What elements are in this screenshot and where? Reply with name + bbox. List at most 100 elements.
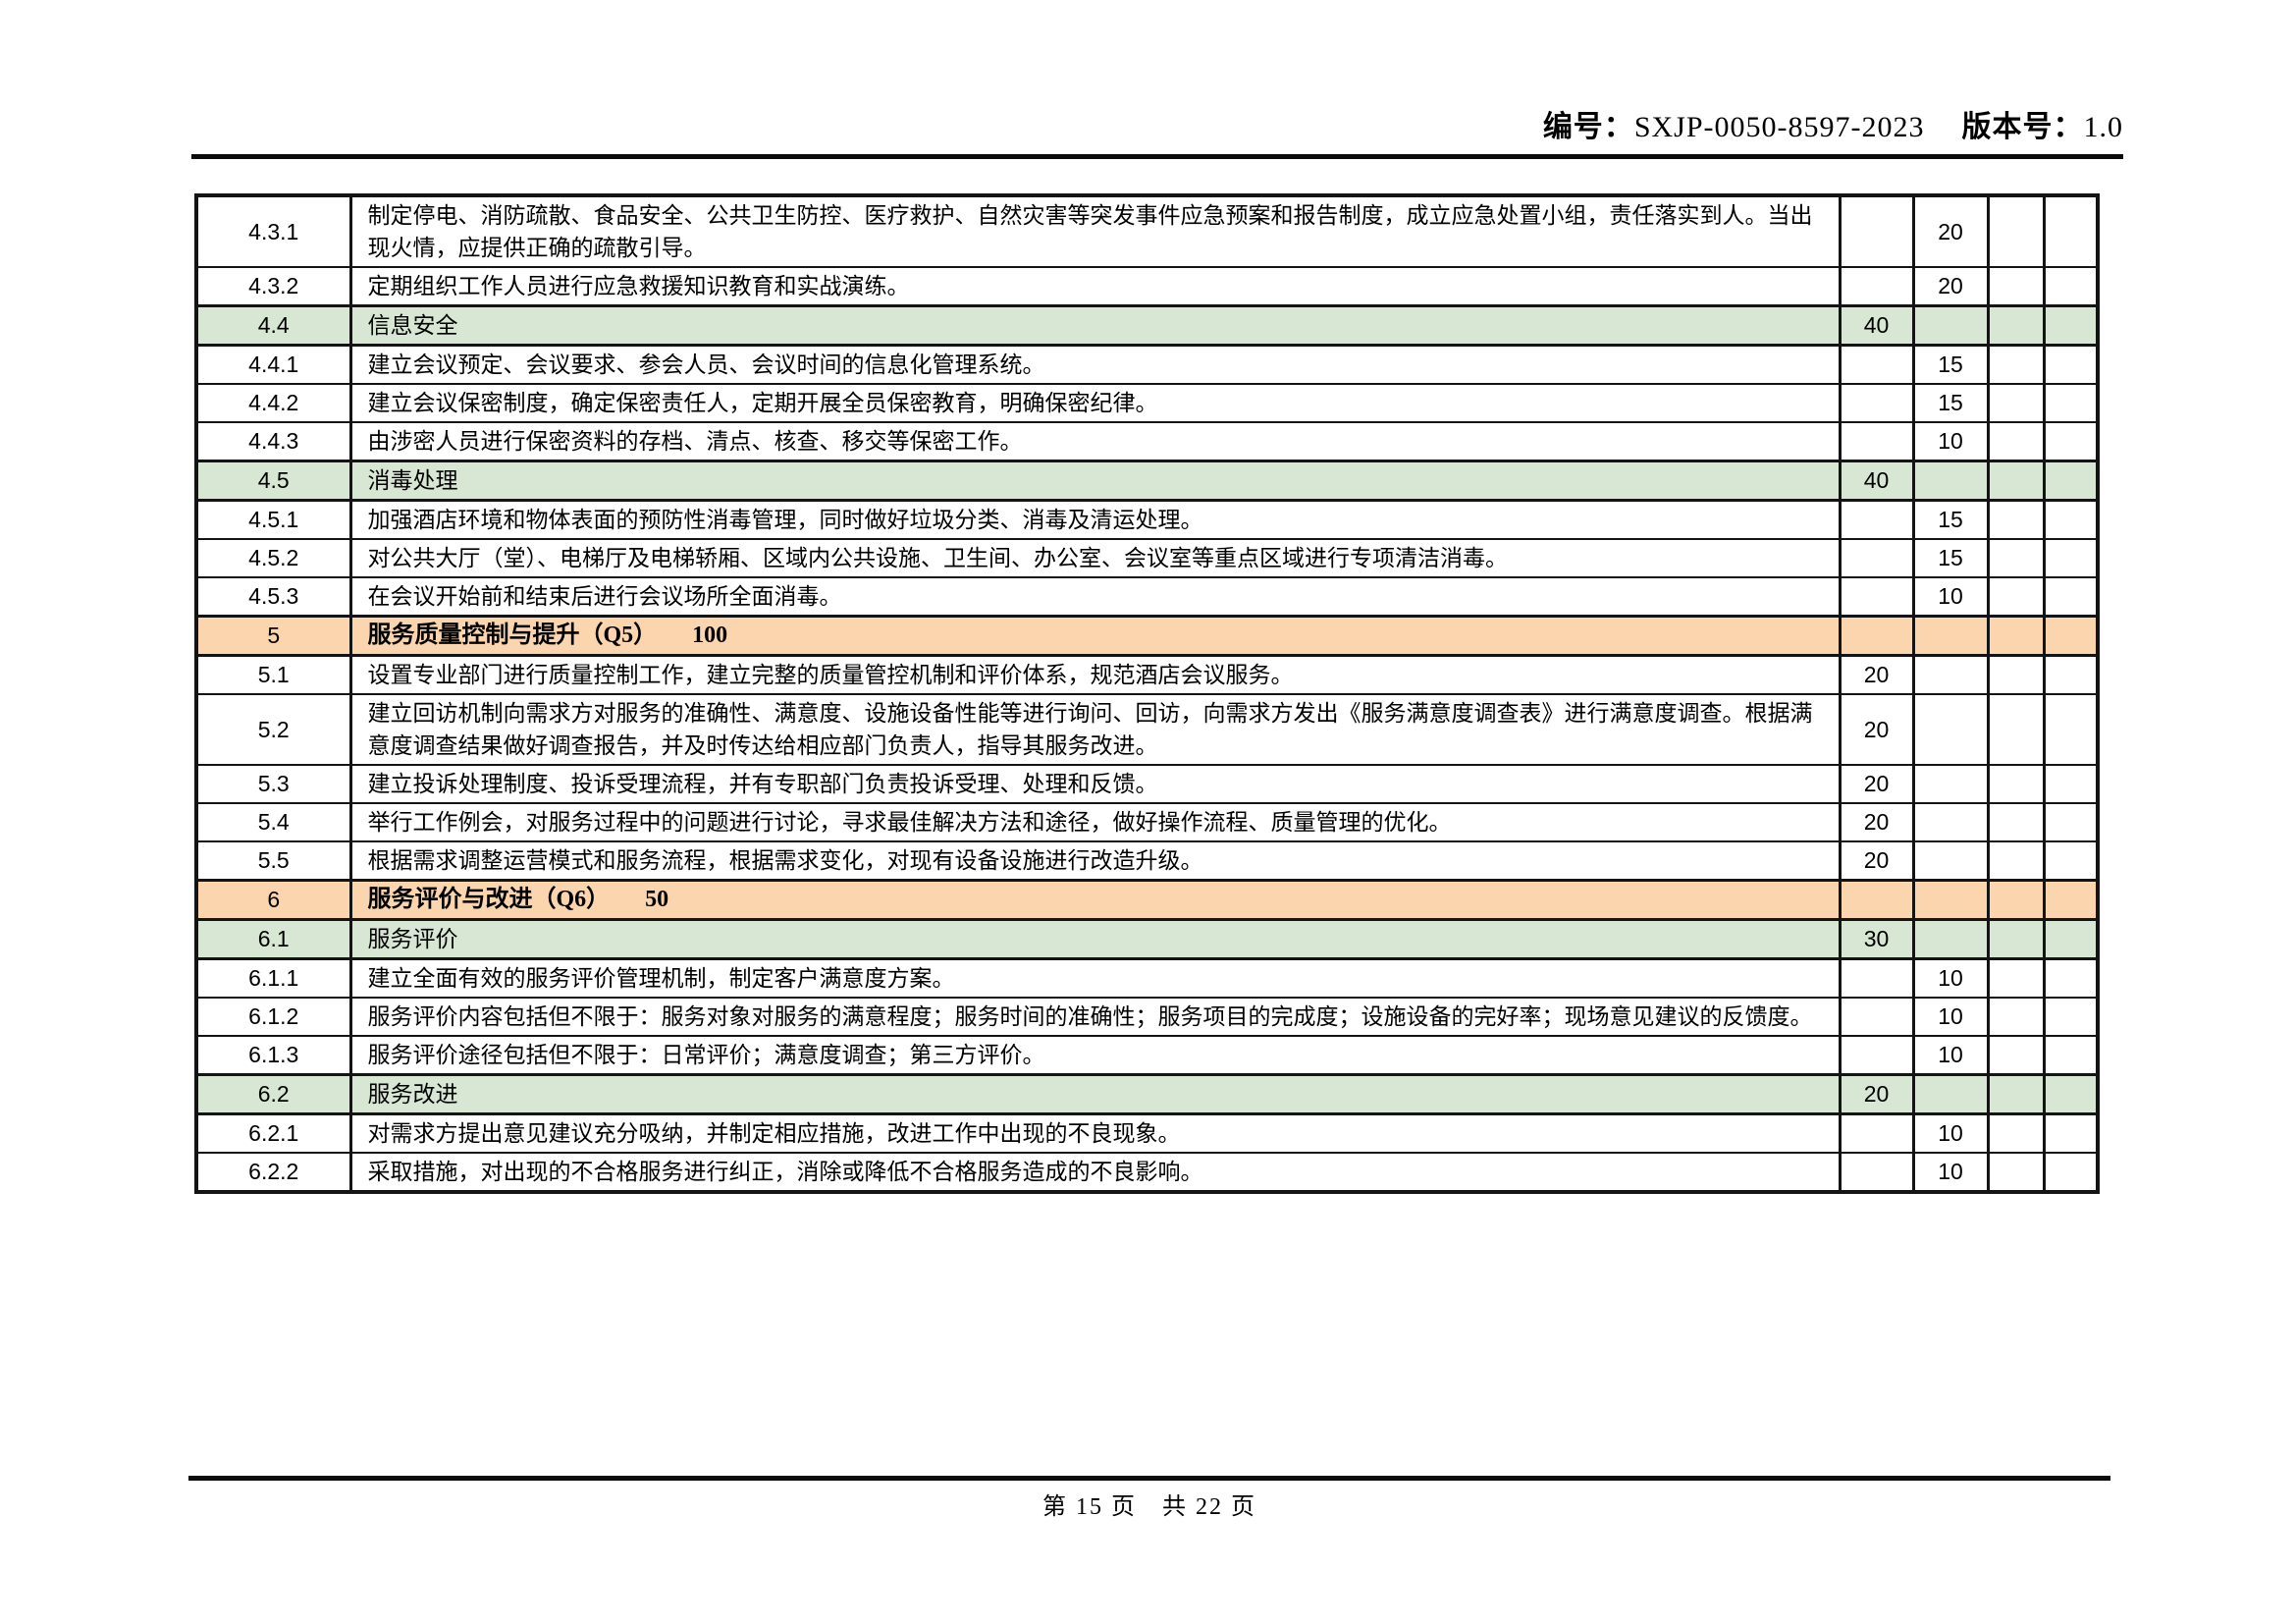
row-number: 6.1.2 <box>194 997 352 1037</box>
row-eval-cell-1 <box>1986 879 2046 921</box>
row-eval-cell-2 <box>2042 460 2100 502</box>
row-eval-cell-2 <box>2042 1035 2100 1076</box>
row-number: 5.3 <box>194 764 352 804</box>
row-content: 制定停电、消防疏散、食品安全、公共卫生防控、医疗救护、自然灾害等突发事件应急预案… <box>348 194 1842 268</box>
row-score-main: 20 <box>1838 764 1915 804</box>
row-eval-cell-1 <box>1986 840 2046 882</box>
table-row: 4.3.2 定期组织工作人员进行应急救援知识教育和实战演练。 20 <box>194 266 2100 307</box>
row-content: 加强酒店环境和物体表面的预防性消毒管理，同时做好垃圾分类、消毒及清运处理。 <box>348 499 1842 540</box>
row-score-main <box>1838 421 1915 462</box>
row-score-sub: 10 <box>1911 1035 1990 1076</box>
row-eval-cell-1 <box>1986 1112 2046 1154</box>
table-row: 4.5.3 在会议开始前和结束后进行会议场所全面消毒。 10 <box>194 576 2100 618</box>
table-row: 5.5 根据需求调整运营模式和服务流程，根据需求变化，对现有设备设施进行改造升级… <box>194 840 2100 882</box>
row-eval-cell-1 <box>1986 383 2046 423</box>
row-score-sub <box>1911 879 1990 921</box>
row-score-sub: 15 <box>1911 344 1990 385</box>
row-eval-cell-1 <box>1986 764 2046 804</box>
row-eval-cell-1 <box>1986 460 2046 502</box>
row-score-main <box>1838 879 1915 921</box>
row-eval-cell-1 <box>1986 194 2046 268</box>
row-content: 消毒处理 <box>348 460 1842 502</box>
row-eval-cell-2 <box>2042 918 2100 960</box>
row-content: 服务评价途径包括但不限于：日常评价；满意度调查；第三方评价。 <box>348 1035 1842 1076</box>
row-score-sub: 10 <box>1911 1112 1990 1154</box>
row-eval-cell-2 <box>2042 997 2100 1037</box>
row-score-main: 40 <box>1838 304 1915 347</box>
row-eval-cell-2 <box>2042 957 2100 999</box>
row-score-sub <box>1911 802 1990 842</box>
row-score-main <box>1838 1112 1915 1154</box>
row-eval-cell-1 <box>1986 499 2046 540</box>
table-row: 6.1.1 建立全面有效的服务评价管理机制，制定客户满意度方案。 10 <box>194 957 2100 999</box>
row-content: 建立回访机制向需求方对服务的准确性、满意度、设施设备性能等进行询问、回访，向需求… <box>348 693 1842 766</box>
row-eval-cell-1 <box>1986 344 2046 385</box>
table-row: 4.4 信息安全 40 <box>194 304 2100 347</box>
row-score-main <box>1838 576 1915 618</box>
row-number: 4.4.3 <box>194 421 352 462</box>
row-eval-cell-1 <box>1986 1152 2046 1193</box>
row-eval-cell-1 <box>1986 693 2046 766</box>
row-content: 服务评价内容包括但不限于：服务对象对服务的满意程度；服务时间的准确性；服务项目的… <box>348 997 1842 1037</box>
row-eval-cell-1 <box>1986 615 2046 657</box>
row-content: 服务评价 <box>348 918 1842 960</box>
footer-divider-line <box>188 1476 2110 1481</box>
table-row: 4.4.1 建立会议预定、会议要求、参会人员、会议时间的信息化管理系统。 15 <box>194 344 2100 385</box>
row-number: 4.3.1 <box>194 194 352 268</box>
row-number: 4.5.1 <box>194 499 352 540</box>
row-eval-cell-2 <box>2042 266 2100 307</box>
row-number: 6.2.1 <box>194 1112 352 1154</box>
row-score-main: 40 <box>1838 460 1915 502</box>
row-score-sub: 10 <box>1911 997 1990 1037</box>
row-score-main <box>1838 1152 1915 1193</box>
row-eval-cell-2 <box>2042 1152 2100 1193</box>
version-value: 1.0 <box>2083 111 2123 143</box>
row-score-main <box>1838 266 1915 307</box>
row-eval-cell-2 <box>2042 693 2100 766</box>
table-row: 5.2 建立回访机制向需求方对服务的准确性、满意度、设施设备性能等进行询问、回访… <box>194 693 2100 766</box>
table-row: 6.2.1 对需求方提出意见建议充分吸纳，并制定相应措施，改进工作中出现的不良现… <box>194 1112 2100 1154</box>
row-eval-cell-2 <box>2042 1112 2100 1154</box>
row-score-sub: 20 <box>1911 194 1990 268</box>
row-number: 4.5 <box>194 460 352 502</box>
row-eval-cell-1 <box>1986 304 2046 347</box>
row-score-sub: 15 <box>1911 383 1990 423</box>
row-number: 4.4.1 <box>194 344 352 385</box>
row-number: 6.2 <box>194 1073 352 1115</box>
row-eval-cell-1 <box>1986 1035 2046 1076</box>
row-eval-cell-1 <box>1986 997 2046 1037</box>
row-content: 由涉密人员进行保密资料的存档、清点、核查、移交等保密工作。 <box>348 421 1842 462</box>
row-content: 对公共大厅（堂）、电梯厅及电梯轿厢、区域内公共设施、卫生间、办公室、会议室等重点… <box>348 538 1842 578</box>
doc-number-value: SXJP-0050-8597-2023 <box>1633 111 1925 143</box>
row-eval-cell-2 <box>2042 576 2100 618</box>
row-score-sub <box>1911 764 1990 804</box>
row-number: 4.3.2 <box>194 266 352 307</box>
row-eval-cell-1 <box>1986 266 2046 307</box>
row-number: 4.5.3 <box>194 576 352 618</box>
row-score-sub: 10 <box>1911 576 1990 618</box>
row-score-main <box>1838 194 1915 268</box>
row-number: 5.1 <box>194 654 352 695</box>
table-row: 5.1 设置专业部门进行质量控制工作，建立完整的质量管控机制和评价体系，规范酒店… <box>194 654 2100 695</box>
row-eval-cell-2 <box>2042 304 2100 347</box>
row-eval-cell-1 <box>1986 421 2046 462</box>
row-score-sub: 10 <box>1911 1152 1990 1193</box>
row-eval-cell-2 <box>2042 499 2100 540</box>
table-row: 4.4.2 建立会议保密制度，确定保密责任人，定期开展全员保密教育，明确保密纪律… <box>194 383 2100 423</box>
row-eval-cell-1 <box>1986 576 2046 618</box>
row-score-main: 20 <box>1838 802 1915 842</box>
table-row: 5 服务质量控制与提升（Q5） 100 <box>194 615 2100 657</box>
row-eval-cell-2 <box>2042 879 2100 921</box>
row-score-sub <box>1911 460 1990 502</box>
row-number: 5.5 <box>194 840 352 882</box>
row-number: 5 <box>194 615 352 657</box>
row-number: 6.1.1 <box>194 957 352 999</box>
table-row: 4.5 消毒处理 40 <box>194 460 2100 502</box>
row-eval-cell-2 <box>2042 654 2100 695</box>
row-content: 服务改进 <box>348 1073 1842 1115</box>
row-eval-cell-2 <box>2042 421 2100 462</box>
row-content: 根据需求调整运营模式和服务流程，根据需求变化，对现有设备设施进行改造升级。 <box>348 840 1842 882</box>
row-score-sub: 20 <box>1911 266 1990 307</box>
row-content: 服务质量控制与提升（Q5） 100 <box>348 615 1842 657</box>
row-score-sub: 10 <box>1911 421 1990 462</box>
